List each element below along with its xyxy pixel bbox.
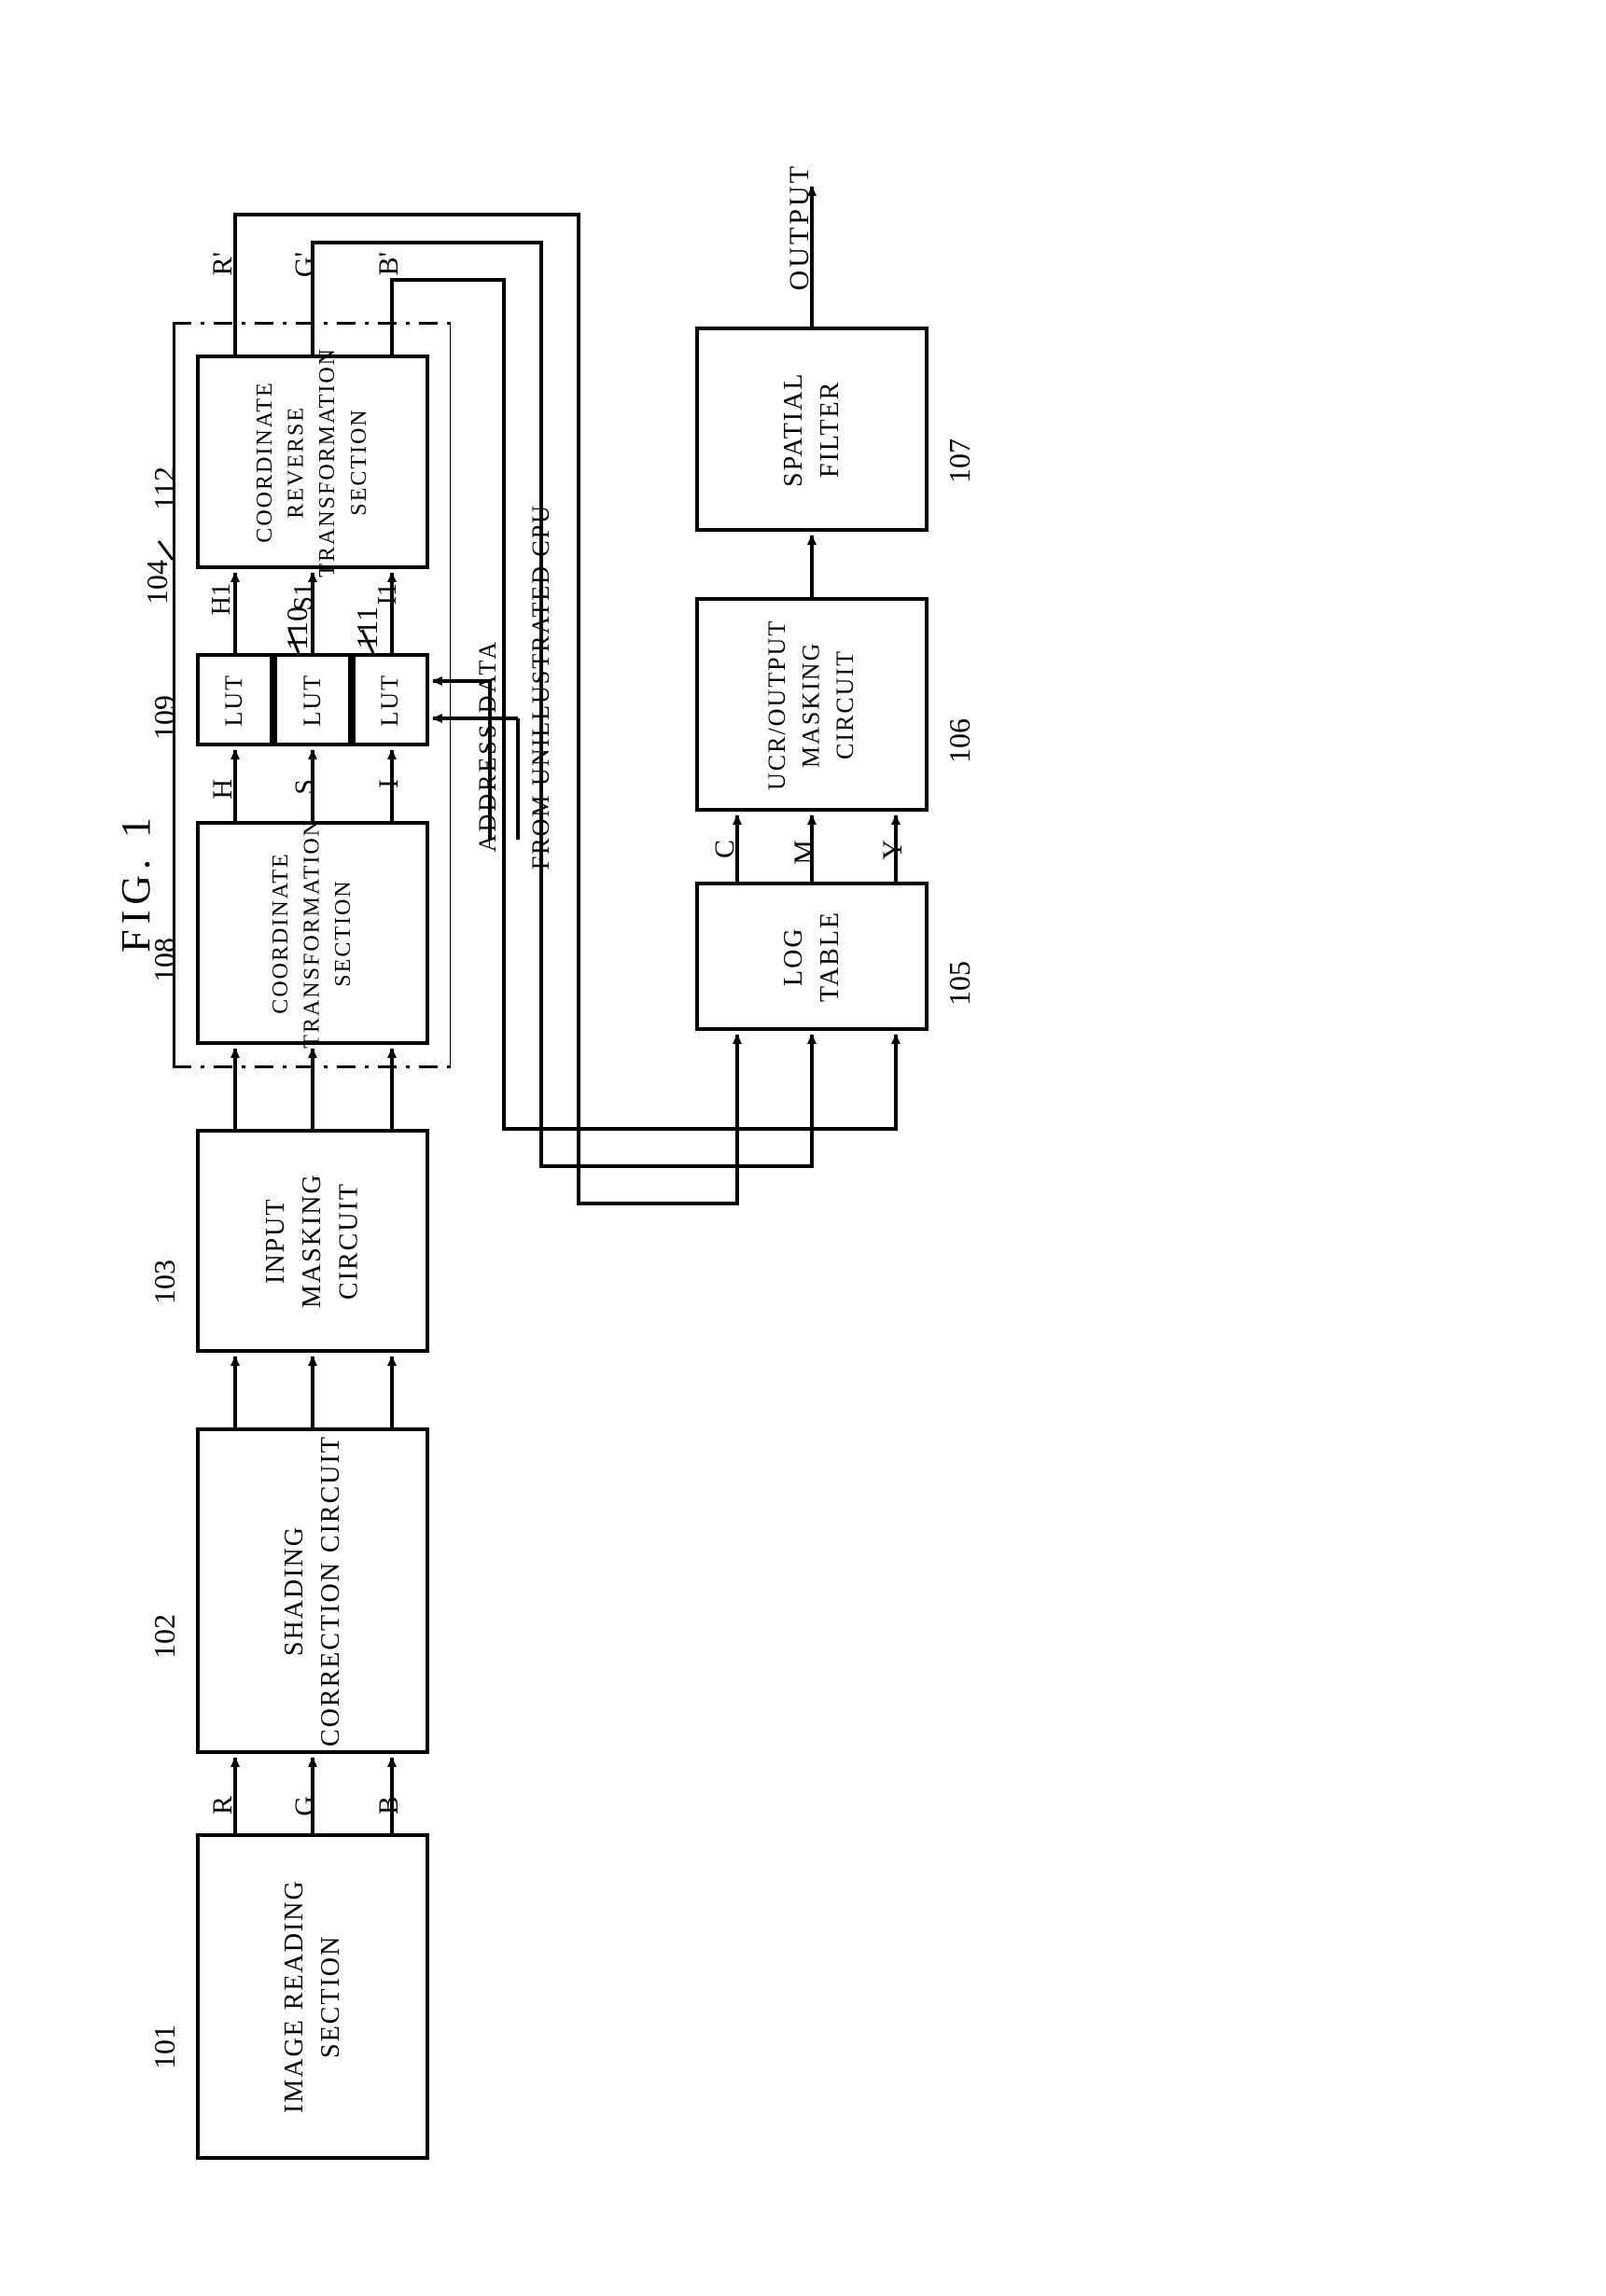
ref-103: 103: [147, 1259, 182, 1304]
block-110-label: LUT: [296, 674, 329, 727]
sig-I: I: [373, 779, 405, 788]
block-101-label: IMAGE READING SECTION: [276, 1837, 349, 2156]
block-111-lut: LUT: [352, 653, 429, 746]
ref-112: 112: [147, 466, 182, 510]
sig-Bp: B': [373, 252, 405, 275]
sig-S1: S1: [289, 583, 319, 611]
sig-Gp: G': [289, 252, 321, 277]
ref-102: 102: [147, 1614, 182, 1659]
block-107-label: SPATIAL FILTER: [775, 330, 848, 528]
block-108-coord-transform: COORDINATE TRANSFORMATION SECTION: [196, 821, 429, 1045]
label-from-cpu: FROM UNILLUSTRATED CPU: [527, 504, 555, 870]
ref-111: 111: [350, 606, 384, 649]
block-111-label: LUT: [373, 674, 407, 727]
block-112-coord-reverse: COORDINATE REVERSE TRANSFORMATION SECTIO…: [196, 355, 429, 569]
ref-107: 107: [943, 438, 977, 483]
ref-101: 101: [147, 2025, 182, 2069]
sig-M: M: [789, 840, 820, 865]
ref-108: 108: [147, 938, 182, 982]
block-102-shading-correction: SHADING CORRECTION CIRCUIT: [196, 1427, 429, 1754]
sig-G: G: [289, 1796, 321, 1816]
block-102-label: SHADING CORRECTION CIRCUIT: [276, 1431, 349, 1750]
sig-output: OUTPUT: [784, 163, 816, 290]
sig-Y: Y: [877, 840, 909, 860]
ref-105: 105: [943, 961, 977, 1006]
sig-C: C: [709, 840, 741, 858]
sig-R: R: [207, 1796, 239, 1815]
sig-B: B: [373, 1796, 405, 1815]
sig-S: S: [289, 779, 321, 795]
block-112-label: COORDINATE REVERSE TRANSFORMATION SECTIO…: [250, 347, 375, 577]
ref-109: 109: [147, 695, 182, 740]
block-103-label: INPUT MASKING CIRCUIT: [258, 1133, 368, 1349]
block-106-label: UCR/OUTPUT MASKING CIRCUIT: [761, 601, 862, 808]
block-110-lut: LUT: [273, 653, 352, 746]
ref-104: 104: [140, 560, 175, 605]
ref-106: 106: [943, 718, 977, 763]
sig-H1: H1: [207, 583, 237, 615]
block-108-label: COORDINATE TRANSFORMATION SECTION: [266, 818, 360, 1049]
block-105-label: LOG TABLE: [775, 885, 848, 1027]
block-105-log-table: LOG TABLE: [695, 882, 929, 1031]
block-106-ucr-masking: UCR/OUTPUT MASKING CIRCUIT: [695, 597, 929, 812]
block-103-input-masking: INPUT MASKING CIRCUIT: [196, 1129, 429, 1353]
block-109-label: LUT: [217, 674, 251, 727]
ref-110: 110: [280, 606, 314, 650]
block-107-spatial-filter: SPATIAL FILTER: [695, 327, 929, 532]
sig-I1: I1: [373, 583, 403, 605]
figure-title: FIG. 1: [112, 812, 160, 953]
sig-Rp: R': [207, 252, 239, 275]
block-109-lut: LUT: [196, 653, 273, 746]
label-address-data: ADDRESS DATA: [474, 639, 502, 852]
block-101-image-reading: IMAGE READING SECTION: [196, 1833, 429, 2160]
sig-H: H: [207, 779, 239, 800]
